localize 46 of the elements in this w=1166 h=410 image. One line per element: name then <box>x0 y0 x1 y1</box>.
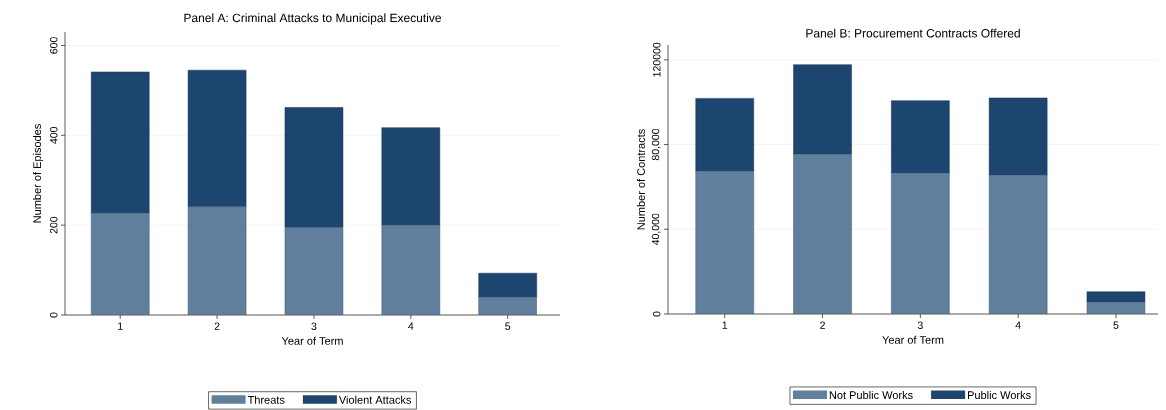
y-axis-title: Number of Contracts <box>636 129 645 230</box>
x-tick-label: 3 <box>917 321 923 329</box>
x-tick-label: 5 <box>505 322 511 330</box>
bar <box>988 175 1048 314</box>
bar <box>284 227 344 315</box>
chart-title: Panel B: Procurement Contracts Offered <box>806 28 1020 38</box>
y-tick-label: 80,000 <box>651 128 661 161</box>
x-tick-label: 3 <box>311 322 317 330</box>
bar <box>284 107 344 228</box>
legend-label: Violent Attacks <box>338 395 412 404</box>
x-tick-label: 1 <box>722 321 728 329</box>
x-tick-label: 4 <box>1015 321 1021 329</box>
y-axis-title: Number of Episodes <box>32 124 44 223</box>
legend-label: Threats <box>247 395 285 404</box>
bar <box>90 212 150 315</box>
y-tick-label: 0 <box>653 311 661 317</box>
bar <box>793 154 852 314</box>
y-tick-label: 0 <box>50 312 58 318</box>
bar <box>891 172 950 314</box>
y-tick-label: 600 <box>50 37 58 54</box>
y-tick-label: 200 <box>50 216 58 234</box>
y-tick-label: 40,000 <box>651 213 661 246</box>
bar <box>381 127 441 226</box>
y-tick-label: 400 <box>50 126 58 144</box>
y-tick-label: 120000 <box>653 42 661 77</box>
x-tick-label: 1 <box>118 322 123 330</box>
bar <box>1086 291 1146 303</box>
x-axis-title: Year of Term <box>281 336 343 345</box>
x-tick-label: 2 <box>214 322 220 330</box>
x-axis-title: Year of Term <box>882 335 944 344</box>
legend-label: Not Public Works <box>829 390 913 399</box>
x-tick-label: 5 <box>1113 321 1119 329</box>
x-tick-label: 2 <box>820 321 825 329</box>
bar <box>793 64 852 155</box>
bar <box>381 224 441 315</box>
chart-title: Panel A: Criminal Attacks to Municipal Executive <box>184 13 441 25</box>
x-tick-label: 4 <box>408 322 414 330</box>
legend-label: Public Works <box>968 390 1031 399</box>
bar <box>891 100 950 174</box>
bar <box>695 98 754 172</box>
bar <box>695 170 754 314</box>
bar <box>988 97 1048 176</box>
bar <box>187 69 247 207</box>
bar <box>90 71 150 214</box>
bar <box>478 272 537 298</box>
bar <box>187 206 247 315</box>
